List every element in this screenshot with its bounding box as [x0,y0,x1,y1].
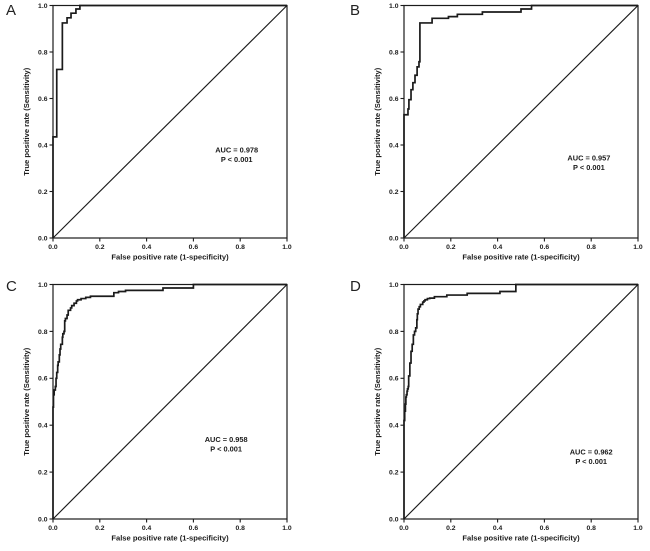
y-tick-label: 0.8 [38,328,48,335]
x-axis-title: False positive rate (1-specificity) [462,533,580,542]
roc-chart-d: 0.0 0.2 0.4 0.6 0.8 1.0 0.0 0.2 0.4 0.6 0.8 1.0 Fals… [373,281,643,542]
x-axis-title: False positive rate (1-specificity) [111,253,229,262]
panel-label-d: D [350,277,362,295]
x-tick-label: 1.0 [282,244,292,251]
y-tick-label: 0.0 [38,516,48,523]
y-axis-title: True positive rate (Sensitivity) [373,347,382,456]
diagonal-reference-line [403,5,639,239]
roc-curve [52,283,287,519]
y-axis-title: True positive rate (Sensitivity) [22,347,31,456]
p-value-annotation: P < 0.001 [573,163,605,172]
x-tick-label: 0.4 [142,244,152,251]
x-tick-label: 0.2 [95,244,105,251]
y-tick-label: 0.2 [38,189,48,196]
y-axis-title: True positive rate (Sensitivity) [22,67,31,176]
y-tick-label: 0.6 [389,96,399,103]
panel-b: B 0.0 0.2 0.4 0.6 0.8 1.0 0.0 0.2 0.4 0.6 0.8 1.0 Fa… [325,0,650,276]
auc-annotation: AUC = 0.957 [567,153,610,162]
y-tick-label: 1.0 [38,281,48,288]
y-tick-label: 0.2 [389,469,399,476]
x-tick-label: 0.0 [399,525,409,532]
panel-label-a: A [6,2,17,19]
y-tick-label: 0.0 [389,516,399,523]
roc-chart-a: 0.0 0.2 0.4 0.6 0.8 1.0 0.0 0.2 0.4 0.6 0.8 1.0 Fals… [22,3,292,262]
x-tick-label: 0.4 [493,244,503,251]
y-tick-label: 0.0 [389,235,399,242]
p-value-annotation: P < 0.001 [210,444,242,453]
roc-curve [52,4,287,238]
y-tick-label: 0.8 [389,49,399,56]
x-tick-label: 0.6 [189,525,199,532]
y-tick-label: 0.4 [389,422,399,429]
auc-annotation: AUC = 0.958 [205,434,248,443]
x-tick-label: 0.2 [446,244,456,251]
panel-d: D 0.0 0.2 0.4 0.6 0.8 1.0 0.0 0.2 0.4 0.6 0.8 1.0 Fa… [325,276,650,551]
diagonal-reference-line [52,283,288,519]
panel-a: A 0.0 0.2 0.4 0.6 0.8 1.0 0.0 0.2 0.4 0.6 0.8 1.0 Fa… [0,0,325,276]
y-tick-label: 0.6 [389,375,399,382]
x-tick-label: 0.0 [48,525,58,532]
y-tick-label: 0.2 [38,469,48,476]
roc-chart-c: 0.0 0.2 0.4 0.6 0.8 1.0 0.0 0.2 0.4 0.6 0.8 1.0 Fals… [22,281,292,542]
x-tick-label: 0.8 [235,244,245,251]
x-tick-label: 0.2 [446,525,456,532]
x-tick-label: 0.4 [493,525,503,532]
x-tick-label: 0.4 [142,525,152,532]
y-tick-label: 0.6 [38,96,48,103]
x-tick-label: 0.6 [189,244,199,251]
diagonal-reference-line [52,5,288,239]
y-tick-label: 0.4 [389,142,399,149]
y-tick-label: 0.6 [38,375,48,382]
p-value-annotation: P < 0.001 [575,457,607,466]
x-tick-label: 0.6 [540,244,550,251]
y-tick-label: 1.0 [389,3,399,10]
x-tick-label: 1.0 [282,525,292,532]
y-tick-label: 0.0 [38,235,48,242]
x-tick-label: 0.0 [48,244,58,251]
y-tick-label: 0.4 [38,422,48,429]
auc-annotation: AUC = 0.962 [570,447,613,456]
panel-c: C 0.0 0.2 0.4 0.6 0.8 1.0 0.0 0.2 0.4 0.6 0.8 1.0 Fa… [0,276,325,551]
auc-annotation: AUC = 0.978 [215,146,258,155]
x-tick-label: 0.8 [235,525,245,532]
x-tick-label: 0.2 [95,525,105,532]
diagonal-reference-line [403,283,639,519]
x-axis-title: False positive rate (1-specificity) [462,253,580,262]
x-axis-title: False positive rate (1-specificity) [111,533,229,542]
y-tick-label: 1.0 [38,3,48,10]
y-tick-label: 1.0 [389,281,399,288]
panel-label-b: B [350,2,361,19]
x-tick-label: 1.0 [633,244,643,251]
y-tick-label: 0.4 [38,142,48,149]
y-tick-label: 0.8 [389,328,399,335]
roc-chart-b: 0.0 0.2 0.4 0.6 0.8 1.0 0.0 0.2 0.4 0.6 0.8 1.0 Fals… [373,3,643,262]
x-tick-label: 0.0 [399,244,409,251]
y-tick-label: 0.2 [389,189,399,196]
panel-label-c: C [6,277,18,295]
x-tick-label: 0.8 [586,244,596,251]
x-tick-label: 0.8 [586,525,596,532]
roc-curve [403,4,638,238]
y-tick-label: 0.8 [38,49,48,56]
x-tick-label: 0.6 [540,525,550,532]
y-axis-title: True positive rate (Sensitivity) [373,67,382,176]
roc-curve [403,283,638,519]
x-tick-label: 1.0 [633,525,643,532]
p-value-annotation: P < 0.001 [221,155,253,164]
